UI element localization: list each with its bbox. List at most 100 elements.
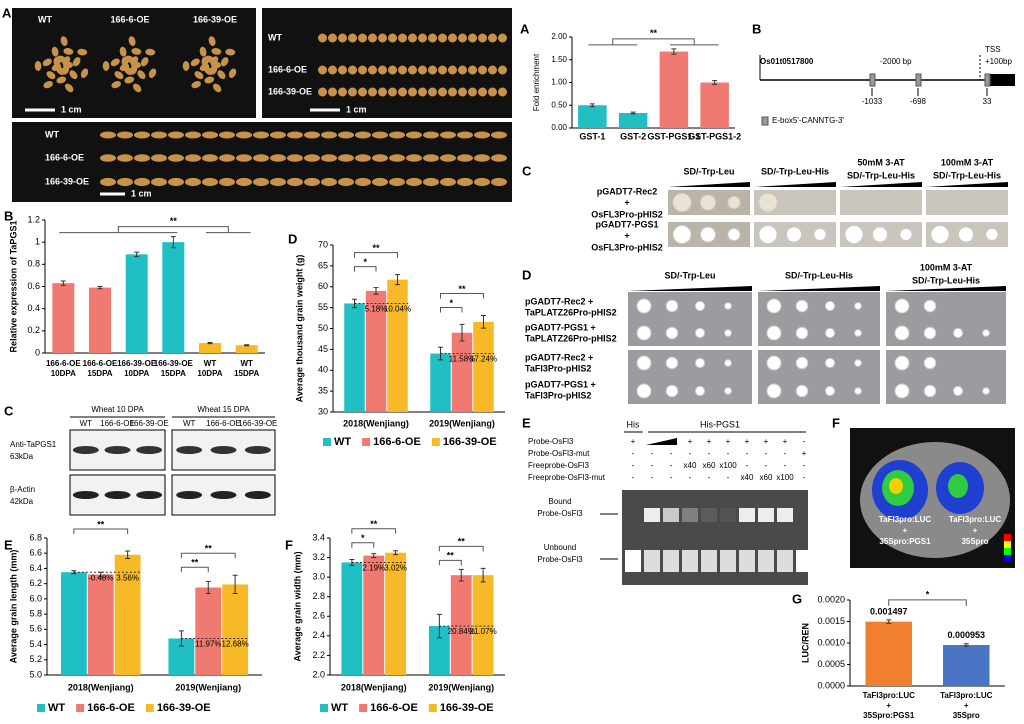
bar [578, 105, 607, 128]
decoration [132, 83, 142, 93]
cell: + [726, 437, 731, 446]
decoration [42, 58, 52, 67]
significance: * [361, 533, 365, 543]
decoration [448, 87, 457, 97]
region-label: +100bp [985, 57, 1012, 66]
decoration [211, 48, 222, 55]
decoration [111, 81, 121, 89]
decoration [270, 131, 286, 139]
y-tick-label: 3.4 [312, 532, 325, 542]
decoration [202, 177, 218, 187]
decoration [134, 154, 150, 162]
decoration [423, 177, 439, 187]
decoration [321, 131, 337, 139]
decoration [457, 131, 473, 139]
decoration [672, 225, 692, 244]
decoration [644, 550, 660, 572]
y-tick-label: 0.0010 [817, 637, 845, 647]
decoration [168, 177, 184, 187]
decoration [304, 131, 320, 139]
decoration [388, 87, 397, 97]
bar [222, 584, 249, 675]
decoration [134, 131, 150, 139]
decoration [724, 302, 732, 310]
bar [195, 587, 222, 675]
decoration [104, 491, 131, 499]
x-tick-label: GST-2 [620, 131, 646, 141]
increase-label: 20.84% [448, 627, 475, 636]
decoration [948, 474, 968, 498]
x-tick-label: 2019(Wenjiang) [429, 418, 495, 428]
x-tick-label: 10DPA [197, 369, 222, 378]
x-tick-label: 35Spro [953, 711, 980, 720]
decoration [915, 73, 922, 87]
decoration [438, 87, 447, 97]
bar [363, 555, 385, 675]
group-label: Wheat 15 DPA [197, 405, 250, 414]
decoration [185, 177, 201, 187]
decoration [491, 177, 507, 187]
decoration [1004, 548, 1011, 555]
decoration [287, 154, 303, 162]
decoration [406, 177, 422, 187]
bar [52, 283, 75, 353]
decoration [210, 56, 219, 66]
decoration [498, 33, 507, 43]
increase-label: 11.97% [195, 640, 222, 649]
decoration [60, 36, 68, 46]
decoration [766, 325, 782, 341]
x-tick-label: 166-6-OE [46, 359, 81, 368]
construct-label: TaPLATZ26Pro-pHIS2 [525, 307, 617, 317]
band-label: Probe-OsFl3 [537, 509, 583, 518]
increase-label: 2.19% [362, 564, 385, 573]
decoration [398, 65, 407, 75]
row-label: Freeprobe-OsFl3-mut [528, 473, 606, 482]
decoration [176, 491, 203, 499]
decoration [840, 182, 922, 187]
bar [428, 626, 450, 675]
decoration [287, 131, 303, 139]
decoration [372, 154, 388, 162]
decoration [644, 508, 660, 522]
y-axis-label: Average thousand grain weight (g) [294, 255, 304, 403]
panel-label: B [4, 208, 13, 223]
decoration [930, 225, 950, 244]
decoration [448, 65, 457, 75]
decoration [191, 81, 201, 89]
legend-label: 166-6-OE [370, 702, 418, 714]
y-tick-label: 5.2 [29, 654, 42, 664]
lane-label: 166-6-OE [100, 419, 135, 428]
error-bar [459, 323, 465, 342]
construct-label: OsFL3Pro-pHIS2 [591, 242, 663, 252]
error-bar [205, 580, 211, 595]
cell: - [727, 449, 730, 458]
y-tick-label: 0.0020 [817, 594, 845, 604]
decoration [758, 225, 778, 244]
decoration [840, 190, 922, 215]
decoration [119, 46, 127, 57]
significance: ** [191, 558, 199, 568]
y-axis-label: Average grain width (mm) [292, 551, 302, 661]
y-tick-label: 2.4 [312, 630, 325, 640]
decoration [253, 177, 269, 187]
decoration [440, 177, 456, 187]
decoration [77, 48, 88, 56]
decoration [73, 528, 129, 534]
legend-label: 166-39-OE [443, 436, 497, 448]
decoration [766, 298, 782, 314]
decoration [46, 71, 56, 80]
x-tick-label: 15DPA [234, 369, 259, 378]
panel-label: B [752, 21, 761, 36]
decoration [318, 33, 327, 43]
photo-label: WT [38, 14, 52, 24]
bar [235, 345, 258, 353]
cell: + [707, 437, 712, 446]
cell: x40 [684, 461, 697, 470]
decoration [872, 226, 888, 243]
decoration [958, 226, 974, 243]
decoration [491, 131, 507, 139]
decoration [348, 87, 357, 97]
decoration [440, 307, 463, 313]
decoration [982, 329, 990, 337]
photo-label: WT [45, 129, 59, 139]
